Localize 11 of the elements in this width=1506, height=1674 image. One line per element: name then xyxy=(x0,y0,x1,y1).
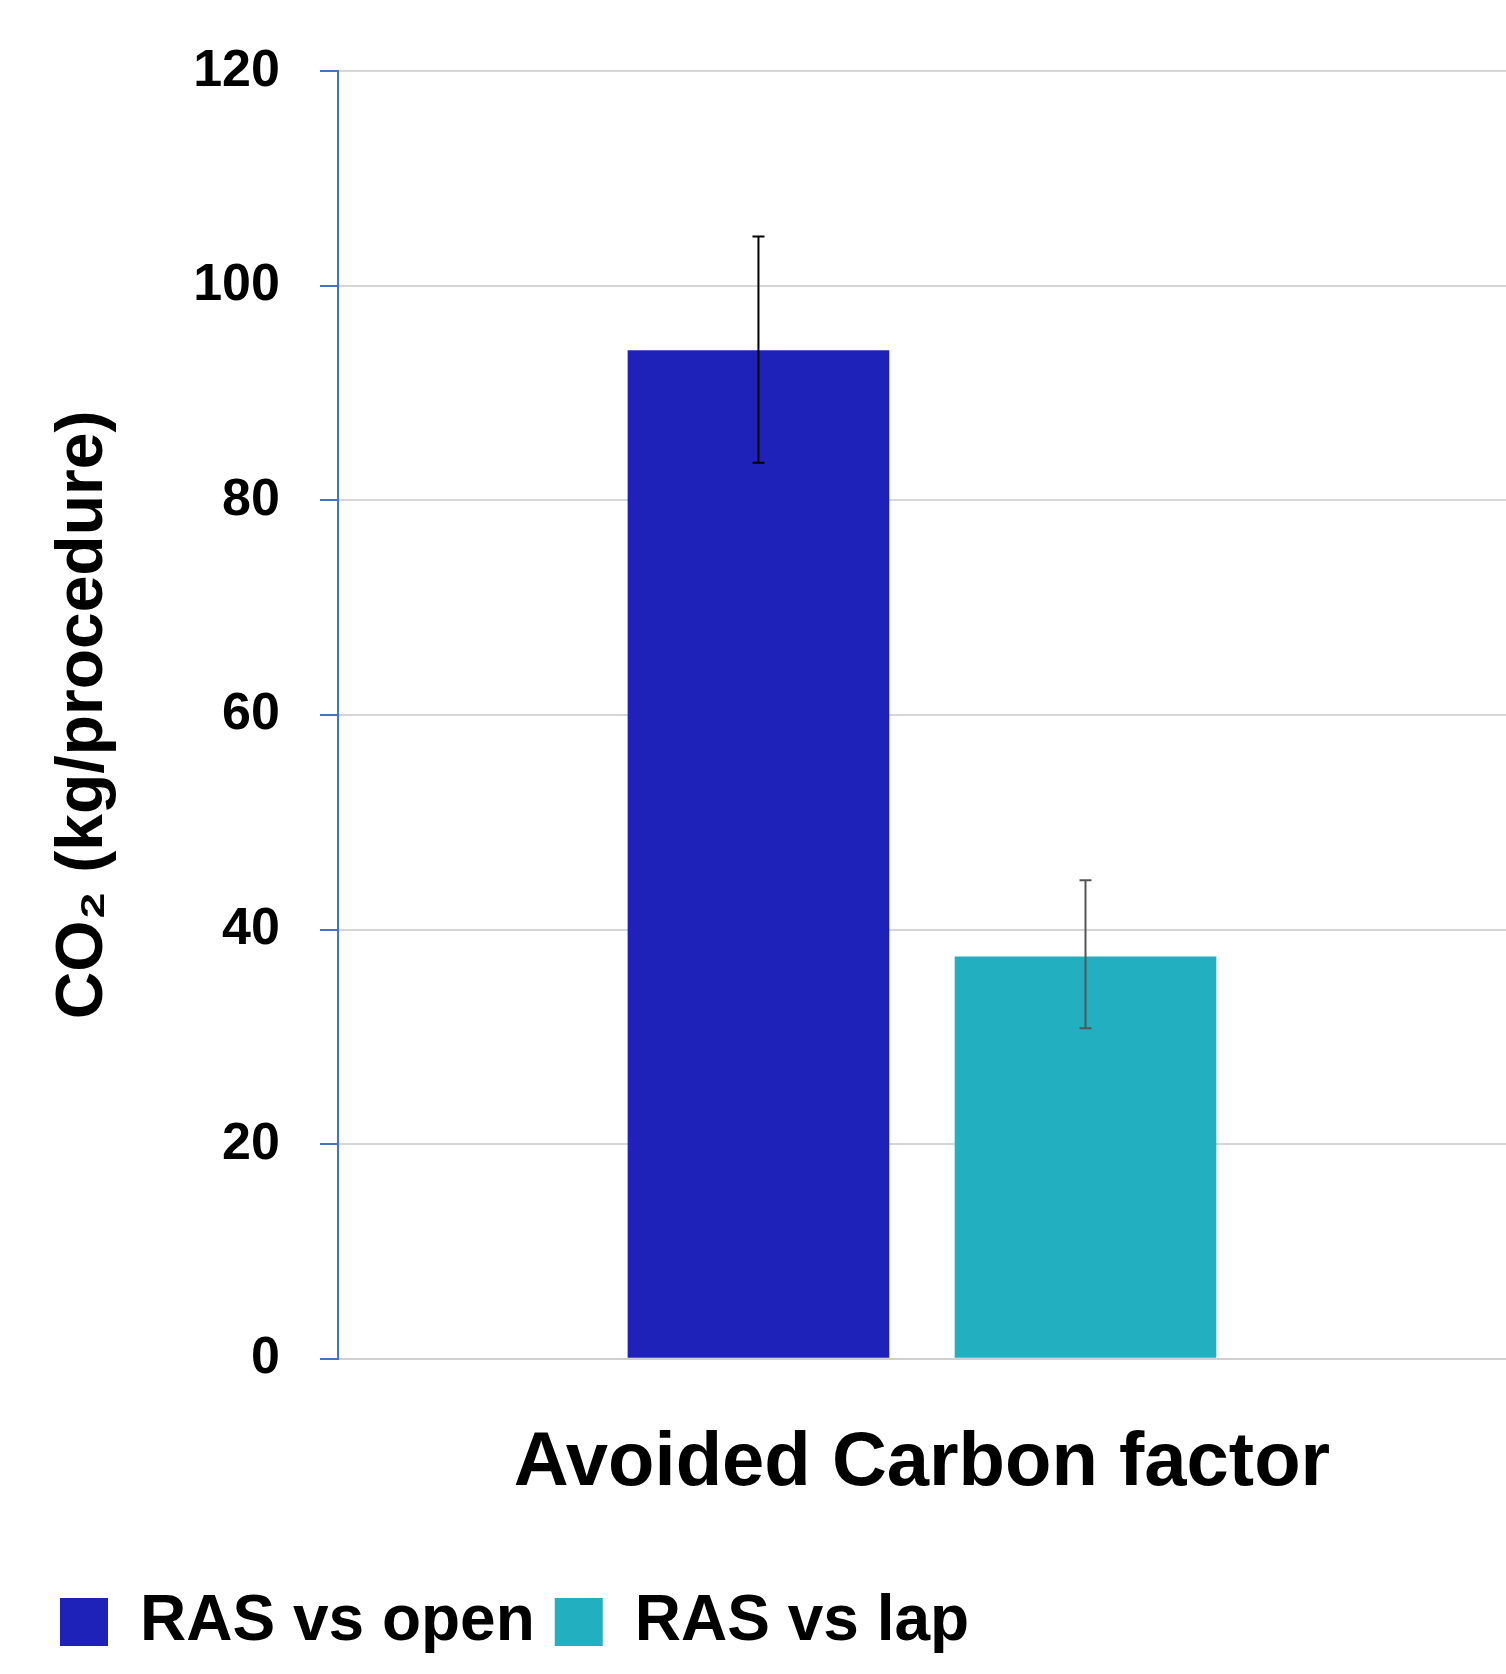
y-axis-title: CO₂ (kg/procedure) xyxy=(41,410,116,1020)
y-tick-label: 120 xyxy=(193,38,280,97)
y-tick-label: 60 xyxy=(222,682,280,741)
y-tick-label: 0 xyxy=(251,1326,280,1385)
y-tick-label: 100 xyxy=(193,253,280,312)
y-tick-label: 20 xyxy=(222,1111,280,1170)
x-tick-label: Avoided Carbon factor xyxy=(513,1416,1331,1502)
y-tick-label: 80 xyxy=(222,467,280,526)
y-tick-label: 40 xyxy=(222,896,280,955)
legend-label: RAS vs lap xyxy=(634,1581,970,1654)
legend-label: RAS vs open xyxy=(140,1581,535,1654)
